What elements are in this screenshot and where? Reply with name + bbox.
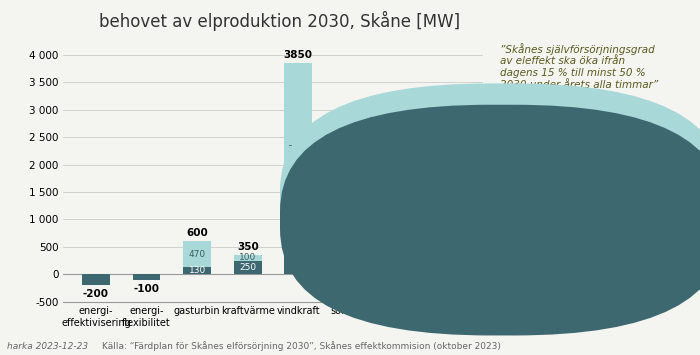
Text: 100: 100 bbox=[239, 253, 256, 262]
Text: behov år 2030: behov år 2030 bbox=[522, 194, 597, 204]
Text: befintlig produktion år 2020: befintlig produktion år 2020 bbox=[522, 214, 668, 226]
Text: ”Skånes självförsörjningsgrad
av eleffekt ska öka ifrån
dagens 15 % till minst 5: ”Skånes självförsörjningsgrad av eleffek… bbox=[500, 43, 659, 90]
Bar bbox=[386, 272, 413, 274]
Text: 470: 470 bbox=[188, 250, 206, 259]
Text: 35: 35 bbox=[392, 260, 407, 269]
Text: 700: 700 bbox=[290, 251, 307, 260]
Text: -100: -100 bbox=[134, 284, 160, 294]
Text: 250: 250 bbox=[239, 263, 256, 272]
Text: 3850: 3850 bbox=[284, 50, 313, 60]
Bar bbox=[133, 274, 160, 280]
Text: 600: 600 bbox=[186, 228, 208, 238]
Bar bbox=[335, 268, 363, 274]
Text: -200: -200 bbox=[83, 289, 109, 299]
Text: Källa: “Färdplan för Skånes elförsörjning 2030”, Skånes effektkommision (oktober: Källa: “Färdplan för Skånes elförsörjnin… bbox=[102, 342, 500, 351]
Bar bbox=[183, 241, 211, 267]
Bar bbox=[284, 63, 312, 236]
Bar bbox=[436, 219, 464, 274]
Text: 130: 130 bbox=[188, 266, 206, 275]
Bar bbox=[183, 267, 211, 274]
Bar bbox=[234, 255, 262, 261]
Text: 2000: 2000 bbox=[335, 152, 363, 162]
Bar bbox=[284, 236, 312, 274]
Bar bbox=[82, 274, 110, 285]
Text: 350: 350 bbox=[237, 242, 258, 252]
Text: behovet av elproduktion 2030, Skåne [MW]: behovet av elproduktion 2030, Skåne [MW] bbox=[99, 11, 461, 31]
Text: 1880: 1880 bbox=[337, 212, 360, 220]
Text: harka 2023-12-23: harka 2023-12-23 bbox=[7, 343, 88, 351]
Text: 1000: 1000 bbox=[435, 206, 465, 217]
Text: 120: 120 bbox=[340, 267, 358, 275]
Text: 3150: 3150 bbox=[287, 145, 310, 154]
Bar bbox=[234, 261, 262, 274]
Bar bbox=[335, 164, 363, 268]
